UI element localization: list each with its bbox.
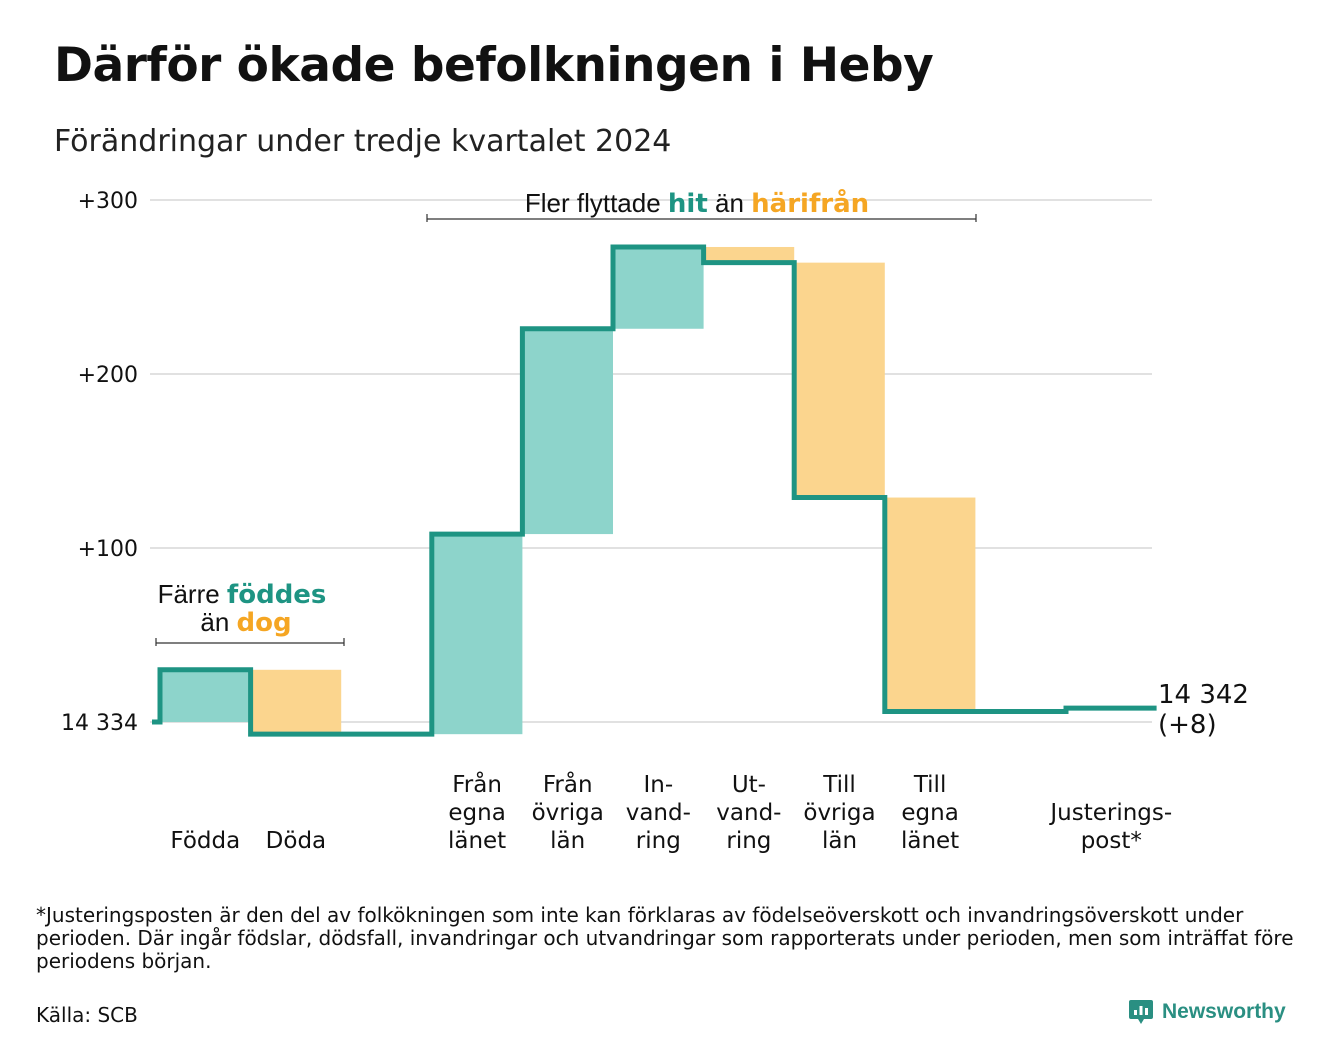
category-labels: Födda Döda Från egna länet Från övriga län In-va… — [170, 680, 1249, 854]
annotation-migration: Fler flyttade hit än härifrån — [525, 187, 869, 219]
level-line — [152, 244, 1157, 737]
waterfall-chart: 14 334 +100 +200 +300 Födda Döda Från egna läne… — [61, 187, 1249, 854]
footnote: *Justeringsposten är den del av folkökni… — [36, 903, 1294, 973]
newsworthy-logo-icon — [1129, 1000, 1153, 1024]
y-tick-label-1: +100 — [78, 537, 138, 562]
bar-5 — [613, 246, 704, 329]
end-value-label: 14 342 (+8) — [1158, 680, 1249, 740]
annotation-births-line1: Färre föddes — [158, 579, 327, 610]
category-label-5: In-vand-ring — [626, 772, 691, 854]
bar-1 — [250, 669, 342, 735]
category-label-4: Från övriga län — [532, 770, 604, 854]
chart-title: Därför ökade befolkningen i Heby — [54, 38, 934, 93]
chart-subtitle: Förändringar under tredje kvartalet 2024 — [54, 124, 672, 159]
bar-7 — [794, 262, 885, 498]
category-label-6: Ut-vand-ring — [716, 772, 781, 854]
bracket-births — [155, 638, 345, 646]
y-tick-label-2: +200 — [78, 363, 138, 388]
y-tick-label-3: +300 — [78, 189, 138, 214]
annotation-births-line2: än dog — [200, 607, 291, 638]
bars — [160, 246, 976, 735]
bar-3 — [431, 534, 523, 735]
level-step-line — [152, 244, 1157, 737]
category-label-1: Döda — [266, 828, 326, 854]
y-axis-ticks: 14 334 +100 +200 +300 — [61, 189, 138, 736]
bar-4 — [522, 328, 613, 535]
bracket-migration — [426, 214, 977, 222]
category-label-10: Justerings-post* — [1048, 800, 1172, 854]
category-label-8: Till egna länet — [901, 772, 959, 854]
source-note: Källa: SCB — [36, 1003, 138, 1027]
category-label-0: Födda — [170, 828, 240, 854]
bar-0 — [160, 669, 251, 722]
category-label-3: Från egna länet — [448, 770, 506, 854]
y-tick-label-0: 14 334 — [61, 711, 138, 736]
brand-logo: Newsworthy — [1128, 998, 1286, 1026]
brand-name: Newsworthy — [1162, 1000, 1286, 1023]
bar-6 — [703, 246, 795, 263]
bar-8 — [884, 497, 976, 712]
category-label-7: Till övriga län — [803, 772, 875, 854]
